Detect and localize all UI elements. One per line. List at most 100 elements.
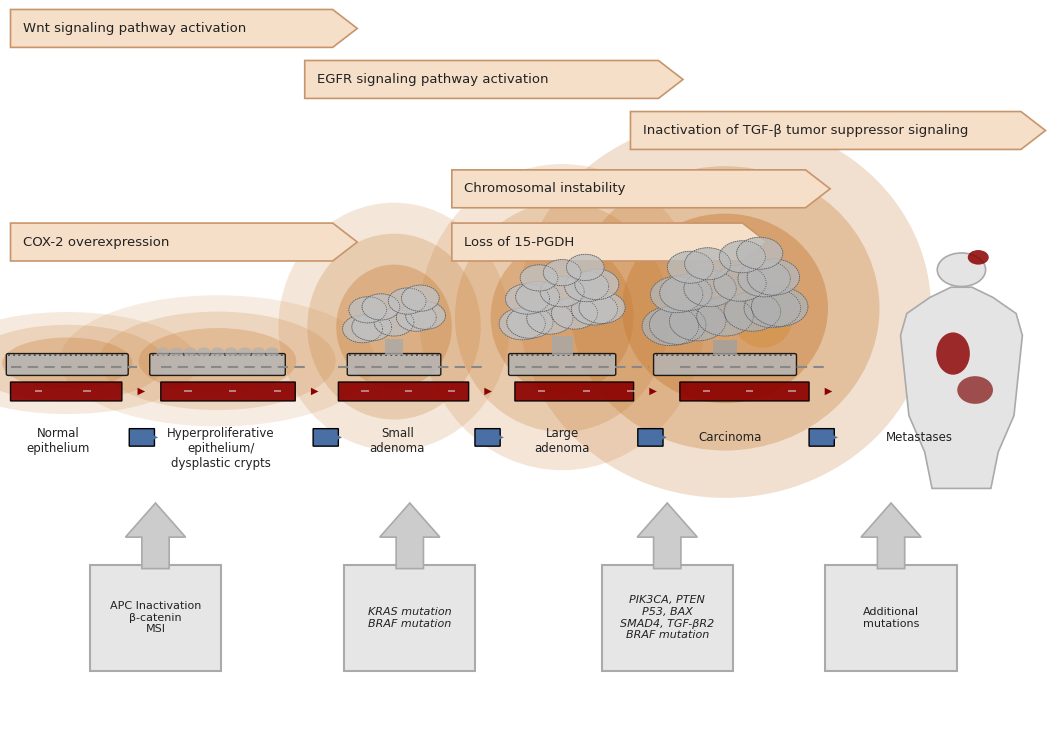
FancyBboxPatch shape: [825, 565, 956, 671]
Circle shape: [401, 285, 439, 311]
Polygon shape: [631, 112, 1045, 149]
Text: Additional
mutations: Additional mutations: [863, 607, 919, 628]
Ellipse shape: [419, 164, 705, 470]
Text: Inactivation of TGF-β tumor suppressor signaling: Inactivation of TGF-β tumor suppressor s…: [643, 124, 968, 137]
Ellipse shape: [2, 338, 132, 389]
Text: Small
adenoma: Small adenoma: [369, 427, 425, 455]
Circle shape: [736, 237, 783, 269]
Circle shape: [650, 305, 706, 344]
Text: Hyperproliferative
epithelium/
dysplastic crypts: Hyperproliferative epithelium/ dysplasti…: [167, 427, 274, 469]
Ellipse shape: [336, 265, 452, 389]
Circle shape: [515, 281, 560, 312]
FancyBboxPatch shape: [90, 565, 221, 671]
FancyBboxPatch shape: [6, 354, 128, 375]
FancyBboxPatch shape: [344, 565, 475, 671]
FancyBboxPatch shape: [339, 382, 469, 401]
Ellipse shape: [60, 295, 376, 426]
Ellipse shape: [491, 241, 634, 394]
Circle shape: [388, 288, 426, 314]
Bar: [551, 336, 572, 355]
Polygon shape: [11, 9, 358, 47]
Circle shape: [566, 254, 604, 281]
Polygon shape: [900, 287, 1022, 488]
Circle shape: [724, 292, 781, 331]
Bar: [713, 340, 736, 355]
Circle shape: [551, 297, 598, 330]
Text: COX-2 overexpression: COX-2 overexpression: [23, 235, 169, 249]
FancyBboxPatch shape: [475, 429, 500, 446]
FancyBboxPatch shape: [638, 429, 663, 446]
Bar: [384, 339, 403, 355]
Circle shape: [211, 348, 224, 356]
Circle shape: [747, 259, 800, 295]
Text: Wnt signaling pathway activation: Wnt signaling pathway activation: [23, 22, 247, 35]
Circle shape: [405, 302, 445, 330]
Polygon shape: [305, 61, 683, 98]
Circle shape: [642, 306, 698, 346]
Polygon shape: [380, 503, 440, 569]
Text: EGFR signaling pathway activation: EGFR signaling pathway activation: [317, 73, 549, 86]
Circle shape: [183, 348, 197, 356]
Circle shape: [362, 294, 400, 320]
Ellipse shape: [99, 312, 335, 410]
Circle shape: [696, 297, 753, 336]
Text: KRAS mutation
BRAF mutation: KRAS mutation BRAF mutation: [368, 607, 452, 628]
Circle shape: [668, 252, 713, 284]
Circle shape: [252, 348, 266, 356]
Circle shape: [574, 269, 619, 300]
Ellipse shape: [732, 284, 794, 348]
Circle shape: [499, 308, 545, 340]
Circle shape: [968, 250, 989, 265]
Circle shape: [565, 271, 608, 302]
Polygon shape: [11, 223, 358, 261]
Circle shape: [744, 289, 801, 328]
FancyBboxPatch shape: [654, 354, 797, 375]
Circle shape: [540, 276, 584, 307]
Circle shape: [571, 293, 618, 325]
Circle shape: [659, 275, 712, 311]
Circle shape: [224, 348, 238, 356]
Circle shape: [543, 260, 581, 286]
Circle shape: [197, 348, 211, 356]
FancyBboxPatch shape: [347, 354, 441, 375]
Text: Metastases: Metastases: [886, 431, 953, 444]
FancyBboxPatch shape: [150, 354, 286, 375]
Ellipse shape: [139, 328, 296, 394]
FancyBboxPatch shape: [313, 429, 339, 446]
Circle shape: [266, 348, 279, 356]
Circle shape: [579, 292, 625, 324]
Ellipse shape: [936, 332, 970, 375]
FancyBboxPatch shape: [515, 382, 634, 401]
Text: Chromosomal instability: Chromosomal instability: [464, 182, 626, 195]
Circle shape: [507, 306, 553, 338]
Circle shape: [527, 302, 573, 334]
Circle shape: [351, 313, 391, 341]
Circle shape: [670, 302, 726, 341]
FancyBboxPatch shape: [509, 354, 616, 375]
Circle shape: [683, 270, 736, 307]
Polygon shape: [861, 503, 922, 569]
Circle shape: [937, 253, 986, 286]
Ellipse shape: [0, 325, 165, 401]
Ellipse shape: [957, 376, 993, 404]
Text: Normal
epithelium: Normal epithelium: [26, 427, 90, 455]
Circle shape: [397, 303, 436, 331]
Circle shape: [169, 348, 183, 356]
Circle shape: [737, 260, 790, 297]
Ellipse shape: [455, 203, 670, 432]
Circle shape: [506, 284, 549, 314]
Circle shape: [238, 348, 252, 356]
FancyBboxPatch shape: [129, 429, 154, 446]
Text: Large
adenoma: Large adenoma: [534, 427, 590, 455]
Ellipse shape: [622, 214, 828, 403]
Circle shape: [651, 276, 703, 313]
FancyBboxPatch shape: [161, 382, 295, 401]
Circle shape: [521, 265, 558, 291]
Ellipse shape: [278, 203, 510, 451]
Polygon shape: [452, 223, 767, 261]
FancyBboxPatch shape: [602, 565, 733, 671]
Circle shape: [349, 297, 386, 323]
Ellipse shape: [307, 233, 480, 420]
Text: Carcinoma: Carcinoma: [698, 431, 762, 444]
Polygon shape: [126, 503, 185, 569]
